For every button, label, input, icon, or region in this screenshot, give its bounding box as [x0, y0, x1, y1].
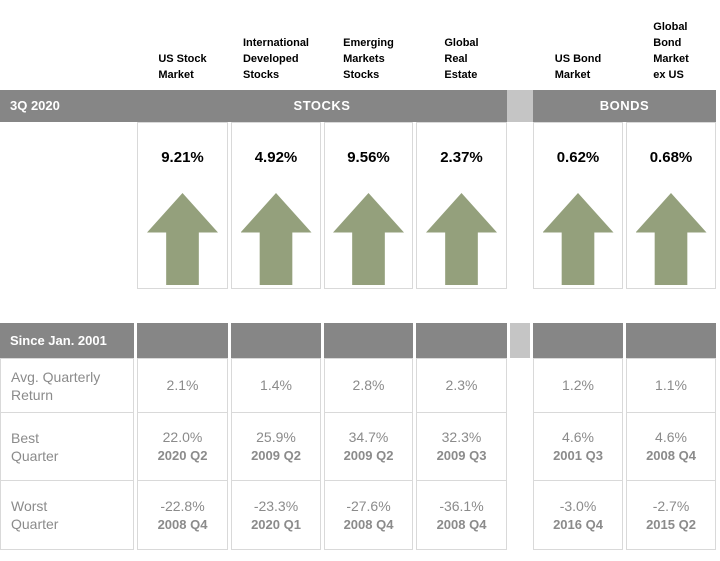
return-value: 0.62%	[556, 149, 600, 166]
best-quarter-pct: 25.9%	[256, 429, 296, 445]
return-cell-us-bond-market: 0.62%	[533, 122, 623, 289]
since-band-segment	[324, 323, 413, 358]
worst-quarter-period: 2015 Q2	[646, 516, 696, 532]
worst-quarter-pct: -22.8%	[160, 497, 205, 514]
since-band-segment	[231, 323, 321, 358]
best-quarter-pct: 32.3%	[441, 429, 482, 445]
stocks-group-label: STOCKS	[293, 98, 351, 113]
column-header-label: International Developed Stocks	[242, 37, 309, 81]
column-header-label: Global Real Estate	[444, 37, 479, 81]
since-band-label: Since Jan. 2001	[0, 323, 134, 358]
column-header-label: US Stock Market	[158, 53, 207, 81]
period-band-stocks: 3Q 2020 STOCKS	[0, 90, 507, 122]
worst-quarter-cell: -27.6% 2008 Q4	[324, 480, 413, 550]
best-quarter-period: 2020 Q2	[157, 448, 208, 463]
column-header-international-developed-stocks: International Developed Stocks	[231, 0, 321, 90]
summary-grid: US Stock Market International Developed …	[0, 0, 716, 550]
best-quarter-period: 2008 Q4	[646, 448, 696, 463]
worst-quarter-cell: -23.3% 2020 Q1	[231, 480, 321, 550]
best-quarter-cell: 32.3% 2009 Q3	[416, 412, 507, 480]
best-quarter-pct: 4.6%	[655, 429, 687, 445]
return-cell-global-bond-market-ex-us: 0.68%	[626, 122, 716, 289]
column-header-us-bond-market: US Bond Market	[533, 0, 623, 90]
worst-quarter-period: 2008 Q4	[157, 516, 208, 532]
return-value: 0.68%	[649, 149, 693, 166]
up-arrow-icon	[542, 193, 614, 285]
column-header-us-stock-market: US Stock Market	[137, 0, 228, 90]
return-value: 2.37%	[440, 149, 483, 166]
return-value: 9.21%	[161, 149, 204, 166]
best-quarter-cell: 4.6% 2008 Q4	[626, 412, 716, 480]
avg-return-cell: 1.1%	[626, 358, 716, 412]
column-header-global-bond-market-ex-us: Global Bond Market ex US	[626, 0, 716, 90]
avg-return-value: 1.1%	[655, 377, 687, 393]
worst-quarter-cell: -2.7% 2015 Q2	[626, 480, 716, 550]
return-value: 4.92%	[254, 149, 298, 166]
bonds-group-label: BONDS	[599, 98, 650, 113]
avg-return-cell: 1.2%	[533, 358, 623, 412]
up-arrow-icon	[426, 193, 497, 285]
avg-return-value: 1.2%	[562, 377, 594, 393]
avg-return-cell: 2.1%	[137, 358, 228, 412]
return-cell-international-developed-stocks: 4.92%	[231, 122, 321, 289]
avg-return-cell: 2.3%	[416, 358, 507, 412]
worst-quarter-pct: -27.6%	[346, 497, 391, 514]
best-quarter-pct: 22.0%	[162, 429, 203, 445]
best-quarter-cell: 34.7% 2009 Q2	[324, 412, 413, 480]
worst-quarter-pct: -23.3%	[253, 497, 299, 514]
worst-quarter-period: 2008 Q4	[436, 516, 487, 532]
avg-return-value: 2.1%	[166, 377, 199, 393]
worst-quarter-period: 2020 Q1	[251, 516, 301, 532]
best-quarter-pct: 34.7%	[348, 429, 389, 445]
return-cell-us-stock-market: 9.21%	[137, 122, 228, 289]
worst-quarter-period: 2008 Q4	[343, 516, 394, 532]
return-value: 9.56%	[347, 149, 390, 166]
worst-quarter-pct: -2.7%	[652, 497, 690, 514]
column-header-label: Global Bond Market ex US	[653, 21, 689, 81]
avg-return-value: 2.3%	[445, 377, 478, 393]
since-band-segment	[137, 323, 228, 358]
avg-return-cell: 1.4%	[231, 358, 321, 412]
up-arrow-icon	[147, 193, 218, 285]
avg-return-value: 1.4%	[260, 377, 292, 393]
up-arrow-icon	[635, 193, 707, 285]
best-quarter-cell: 25.9% 2009 Q2	[231, 412, 321, 480]
row-label-best-quarter: Best Quarter	[0, 412, 134, 480]
avg-return-cell: 2.8%	[324, 358, 413, 412]
column-header-label: Emerging Markets Stocks	[343, 37, 394, 81]
return-cell-emerging-markets-stocks: 9.56%	[324, 122, 413, 289]
column-header-emerging-markets-stocks: Emerging Markets Stocks	[324, 0, 413, 90]
worst-quarter-period: 2016 Q4	[553, 516, 603, 532]
period-band-bonds: BONDS	[533, 90, 716, 122]
worst-quarter-cell: -22.8% 2008 Q4	[137, 480, 228, 550]
up-arrow-icon	[240, 193, 312, 285]
best-quarter-cell: 4.6% 2001 Q3	[533, 412, 623, 480]
up-arrow-icon	[333, 193, 404, 285]
worst-quarter-pct: -36.1%	[439, 497, 484, 514]
row-label-avg-quarterly-return: Avg. Quarterly Return	[0, 358, 134, 412]
best-quarter-period: 2009 Q3	[436, 448, 487, 463]
avg-return-value: 2.8%	[352, 377, 385, 393]
best-quarter-period: 2009 Q2	[343, 448, 394, 463]
row-label-worst-quarter: Worst Quarter	[0, 480, 134, 550]
worst-quarter-pct: -3.0%	[559, 497, 597, 514]
band-spacer	[507, 90, 533, 122]
return-cell-global-real-estate: 2.37%	[416, 122, 507, 289]
worst-quarter-cell: -3.0% 2016 Q4	[533, 480, 623, 550]
since-band-segment	[626, 323, 716, 358]
best-quarter-pct: 4.6%	[562, 429, 594, 445]
since-band-spacer	[510, 323, 530, 358]
period-label: 3Q 2020	[10, 98, 60, 113]
best-quarter-period: 2001 Q3	[553, 448, 603, 463]
best-quarter-period: 2009 Q2	[251, 448, 301, 463]
since-band-segment	[533, 323, 623, 358]
column-header-global-real-estate: Global Real Estate	[416, 0, 507, 90]
column-header-label: US Bond Market	[554, 53, 602, 81]
best-quarter-cell: 22.0% 2020 Q2	[137, 412, 228, 480]
since-band-segment	[416, 323, 507, 358]
worst-quarter-cell: -36.1% 2008 Q4	[416, 480, 507, 550]
